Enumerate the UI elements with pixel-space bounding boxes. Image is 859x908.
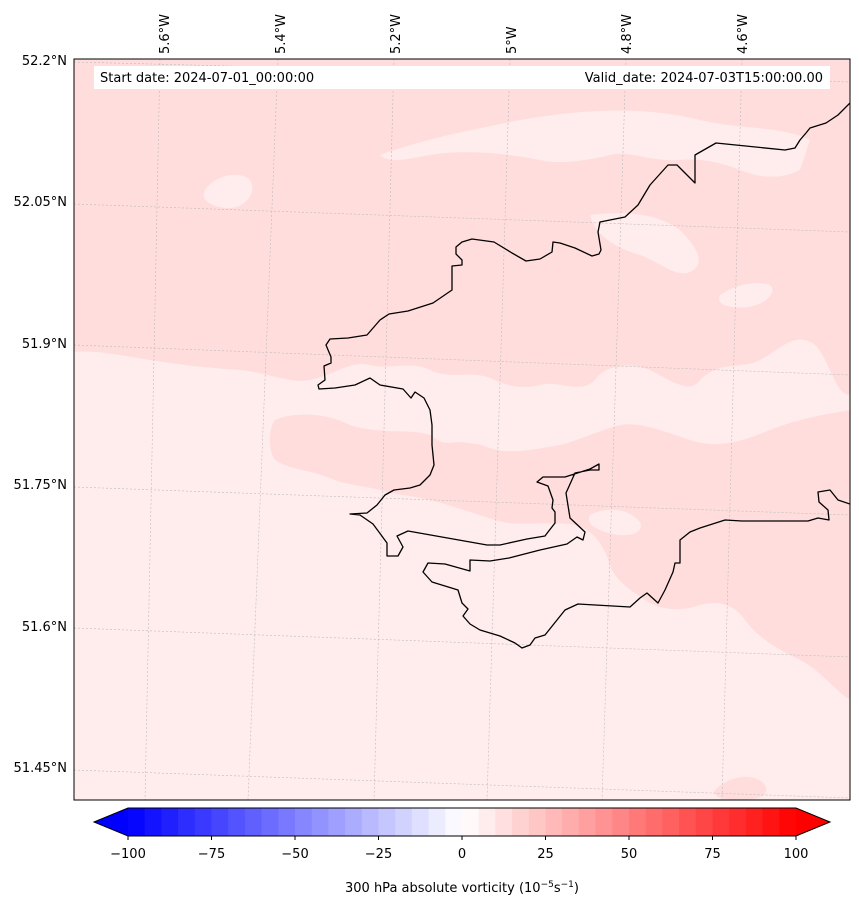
lon-label-4.6w: 4.6°W [736,14,751,54]
colorbar-segment [695,808,713,836]
vorticity-field-contour-high [74,59,850,395]
colorbar-segment [662,808,680,836]
colorbar-segment [211,808,229,836]
colorbar-segment [779,808,797,836]
lon-label-5.6w: 5.6°W [158,14,173,54]
coastline [317,102,850,649]
colorbar-segment [194,808,212,836]
colorbar-segment [345,808,363,836]
lat-label-51.75n: 51.75°N [14,478,67,493]
colorbar-tick-label: −75 [198,847,225,862]
colorbar-extend-low [94,808,128,836]
colorbar-tick-label: 75 [704,847,721,862]
colorbar-segment [395,808,413,836]
colorbar-segment [144,808,162,836]
map-panel [73,58,851,801]
graticule [74,59,850,800]
colorbar-ticks: −100 −75 −50 −25 0 25 50 75 100 [110,836,808,862]
colorbar-segment [478,808,496,836]
start-date-label: Start date: 2024-07-01_00:00:00 [100,71,314,86]
lat-label-51.45n: 51.45°N [14,761,67,776]
lat-label-52.2n: 52.2°N [22,54,67,69]
vorticity-field-contour-south [269,410,850,700]
lon-label-5.2w: 5.2°W [389,14,404,54]
colorbar-segment [679,808,697,836]
vorticity-light-patch-6 [553,388,585,409]
colorbar-segment [745,808,764,836]
colorbar-segment [562,808,580,836]
colorbar-segment [645,808,663,836]
colorbar-segment [278,808,296,836]
lat-label-52.05n: 52.05°N [14,195,67,210]
colorbar-segment [712,808,730,836]
colorbar: −100 −75 −50 −25 0 25 50 75 100 300 hPa absolute… [92,807,832,896]
colorbar-segment [428,808,446,836]
vorticity-light-patch-8 [428,419,470,443]
lat-label-51.9n: 51.9°N [22,337,67,352]
valid-date-label: Valid_date: 2024-07-03T15:00:00.00 [585,71,823,86]
colorbar-segment [378,808,396,836]
colorbar-segment [328,808,346,836]
colorbar-segment [528,808,546,836]
colorbar-segment [311,808,329,836]
colorbar-segment [178,808,196,836]
colorbar-tick-label: 100 [784,847,809,862]
colorbar-segment [512,808,530,836]
colorbar-tick-label: 25 [537,847,554,862]
vorticity-light-patch-2 [380,110,810,177]
colorbar-segment [361,808,379,836]
colorbar-segment [295,808,313,836]
colorbar-segment [762,808,780,836]
colorbar-extend-high [796,808,830,836]
colorbar-tick-label: −50 [281,847,308,862]
colorbar-segment [261,808,279,836]
longitude-labels: 5.6°W 5.4°W 5.2°W 5°W 4.8°W 4.6°W [158,14,751,54]
colorbar-segments [128,808,797,836]
colorbar-segment [445,808,463,836]
vorticity-light-patch-3 [590,213,699,274]
lon-label-5w: 5°W [505,26,520,54]
latitude-labels: 52.2°N 52.05°N 51.9°N 51.75°N 51.6°N 51.… [14,54,67,776]
colorbar-label: 300 hPa absolute vorticity (10−5s−1) [345,880,579,896]
colorbar-segment [244,808,263,836]
lon-label-5.4w: 5.4°W [274,14,289,54]
colorbar-segment [629,808,647,836]
colorbar-tick-label: −25 [365,847,392,862]
vorticity-light-patch-1 [203,174,253,209]
lat-label-51.6n: 51.6°N [22,620,67,635]
lon-label-4.8w: 4.8°W [620,14,635,54]
vorticity-light-patch-7 [588,509,641,536]
colorbar-tick-label: −100 [110,847,146,862]
vorticity-dark-patch-1 [714,776,767,800]
map-frame [73,58,851,801]
colorbar-segment [411,808,430,836]
colorbar-segment [161,808,179,836]
date-info-box: Start date: 2024-07-01_00:00:00 Valid_da… [94,66,830,89]
colorbar-tick-label: 50 [621,847,638,862]
colorbar-segment [228,808,246,836]
vorticity-light-patch-4 [719,283,773,308]
colorbar-segment [595,808,613,836]
colorbar-segment [729,808,747,836]
vorticity-light-patch-5 [478,388,511,409]
colorbar-segment [495,808,513,836]
colorbar-segment [462,808,480,836]
colorbar-segment [612,808,630,836]
colorbar-segment [545,808,563,836]
colorbar-segment [578,808,597,836]
colorbar-segment [128,808,146,836]
colorbar-tick-label: 0 [458,847,466,862]
